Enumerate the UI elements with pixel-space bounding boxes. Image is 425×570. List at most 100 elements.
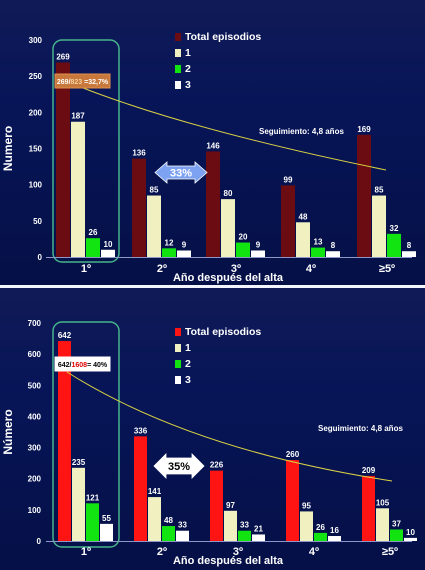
data-label: 80 — [224, 189, 233, 198]
category-label: 4º — [309, 546, 319, 558]
data-label: 26 — [316, 523, 325, 532]
chart-2: 0100200300400500600700642235121551º33614… — [1, 319, 417, 567]
bar-series2-cat3 — [224, 510, 237, 541]
category-label: 1º — [81, 263, 91, 275]
category-label: ≥5º — [382, 546, 398, 558]
x-axis-title: Año después del alta — [173, 555, 284, 567]
data-label: 55 — [102, 514, 111, 523]
legend-swatch — [175, 81, 181, 89]
y-axis-title: Número — [1, 409, 15, 454]
bar-series2-cat2 — [147, 195, 161, 257]
data-label: 9 — [182, 240, 187, 249]
category-label: 3º — [231, 263, 241, 275]
legend-entry: 2 — [185, 358, 191, 370]
y-tick-label: 100 — [28, 506, 42, 515]
y-tick-label: 700 — [28, 319, 42, 328]
bar-series3-cat1 — [86, 503, 99, 541]
x-axis-title: Año después del alta — [173, 272, 284, 284]
data-label: 12 — [165, 238, 174, 247]
arrow-percent-label: 35% — [168, 461, 190, 473]
bar-series3-cat5 — [387, 233, 401, 257]
data-label: 235 — [72, 458, 86, 467]
arrow-percent-label: 33% — [170, 168, 192, 180]
data-label: 260 — [286, 450, 300, 459]
legend-swatch — [175, 33, 181, 41]
data-label: 169 — [357, 125, 371, 134]
legend-swatch — [175, 344, 181, 352]
bar-series1-cat4 — [286, 460, 299, 541]
data-label: 13 — [314, 238, 323, 247]
bar-series1-cat1 — [58, 341, 71, 541]
data-label: 20 — [239, 233, 248, 242]
legend-entry: 2 — [185, 63, 191, 75]
y-tick-label: 200 — [29, 108, 43, 117]
bar-series3-cat3 — [238, 530, 251, 541]
trend-curve — [67, 81, 387, 171]
y-tick-label: 600 — [28, 350, 42, 359]
y-tick-label: 50 — [33, 217, 42, 226]
bar-series4-cat4 — [328, 536, 341, 541]
data-label: 136 — [132, 149, 146, 158]
category-label: 2º — [157, 263, 167, 275]
data-label: 95 — [302, 501, 311, 510]
legend-swatch — [175, 328, 181, 336]
bar-series2-cat1 — [72, 467, 85, 541]
bar-series4-cat5 — [404, 537, 417, 541]
category-label: 4º — [306, 263, 316, 275]
bar-series1-cat4 — [281, 185, 295, 257]
data-label: 8 — [407, 241, 412, 250]
legend-swatch — [175, 376, 181, 384]
bar-series3-cat3 — [236, 242, 250, 257]
legend-entry: 3 — [185, 79, 191, 91]
category-label: 1º — [81, 546, 91, 558]
y-tick-label: 300 — [28, 444, 42, 453]
category-label: ≥5º — [379, 263, 395, 275]
data-label: 32 — [390, 224, 399, 233]
data-label: 37 — [392, 519, 401, 528]
legend-entry: Total episodios — [185, 326, 261, 338]
data-label: 269 — [56, 52, 70, 61]
ratio-box — [54, 356, 111, 372]
data-label: 33 — [240, 521, 249, 530]
data-label: 226 — [210, 461, 224, 470]
double-arrow-icon — [154, 161, 208, 184]
legend-entry: 1 — [185, 47, 191, 59]
legend-swatch — [175, 65, 181, 73]
bar-series1-cat5 — [357, 134, 371, 257]
data-label: 48 — [164, 516, 173, 525]
data-label: 85 — [375, 186, 384, 195]
data-label: 97 — [226, 501, 235, 510]
followup-note: Seguimiento: 4,8 años — [318, 424, 403, 433]
y-tick-label: 300 — [29, 36, 43, 45]
data-label: 209 — [362, 466, 376, 475]
data-label: 141 — [148, 487, 162, 496]
category-label: 3º — [233, 546, 243, 558]
data-label: 10 — [104, 240, 113, 249]
y-tick-label: 150 — [29, 145, 43, 154]
legend-entry: 3 — [185, 374, 191, 386]
y-tick-label: 400 — [28, 412, 42, 421]
bar-series1-cat3 — [206, 151, 220, 257]
legend-swatch — [175, 360, 181, 368]
followup-note: Seguimiento: 4,8 años — [259, 127, 344, 136]
bar-series4-cat1 — [100, 523, 113, 541]
bar-series1-cat2 — [134, 436, 147, 541]
data-label: 336 — [134, 426, 148, 435]
bar-series1-cat3 — [210, 470, 223, 541]
data-label: 26 — [89, 228, 98, 237]
data-label: 9 — [256, 240, 261, 249]
ratio-label: 269/823 =32,7% — [57, 79, 109, 86]
data-label: 85 — [150, 186, 159, 195]
data-label: 10 — [406, 528, 415, 537]
data-label: 48 — [299, 212, 308, 221]
data-label: 121 — [86, 493, 100, 502]
data-label: 8 — [331, 241, 336, 250]
y-tick-label: 250 — [29, 72, 43, 81]
bar-series3-cat2 — [162, 526, 175, 541]
data-label: 642 — [58, 331, 72, 340]
y-tick-label: 200 — [28, 475, 42, 484]
data-label: 146 — [206, 141, 220, 150]
bar-series4-cat5 — [402, 251, 416, 257]
